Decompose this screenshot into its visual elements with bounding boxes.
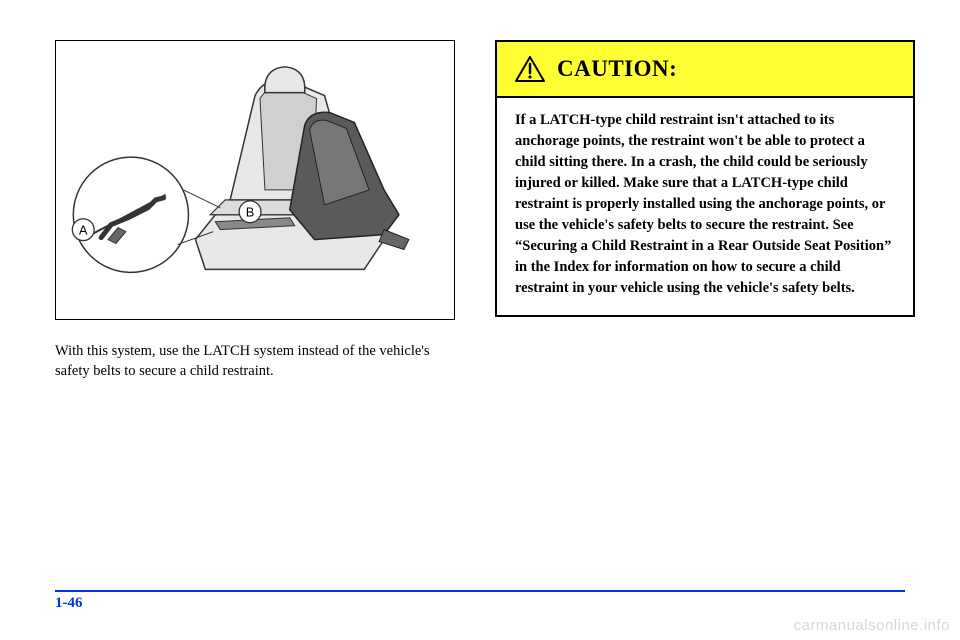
latch-seat-illustration: B A (55, 40, 455, 320)
seat-svg: B A (56, 41, 454, 319)
warning-triangle-icon (515, 56, 545, 82)
caution-box: CAUTION: If a LATCH-type child restraint… (495, 40, 915, 317)
svg-text:A: A (79, 223, 88, 238)
watermark: carmanualsonline.info (794, 617, 950, 634)
footer-rule (55, 590, 905, 592)
caution-body-text: If a LATCH-type child restraint isn't at… (497, 98, 913, 315)
caution-header: CAUTION: (497, 42, 913, 98)
svg-text:B: B (246, 205, 255, 220)
illustration-caption: With this system, use the LATCH system i… (55, 342, 455, 381)
page-number: 1-46 (55, 595, 83, 612)
caution-title: CAUTION: (557, 56, 677, 82)
